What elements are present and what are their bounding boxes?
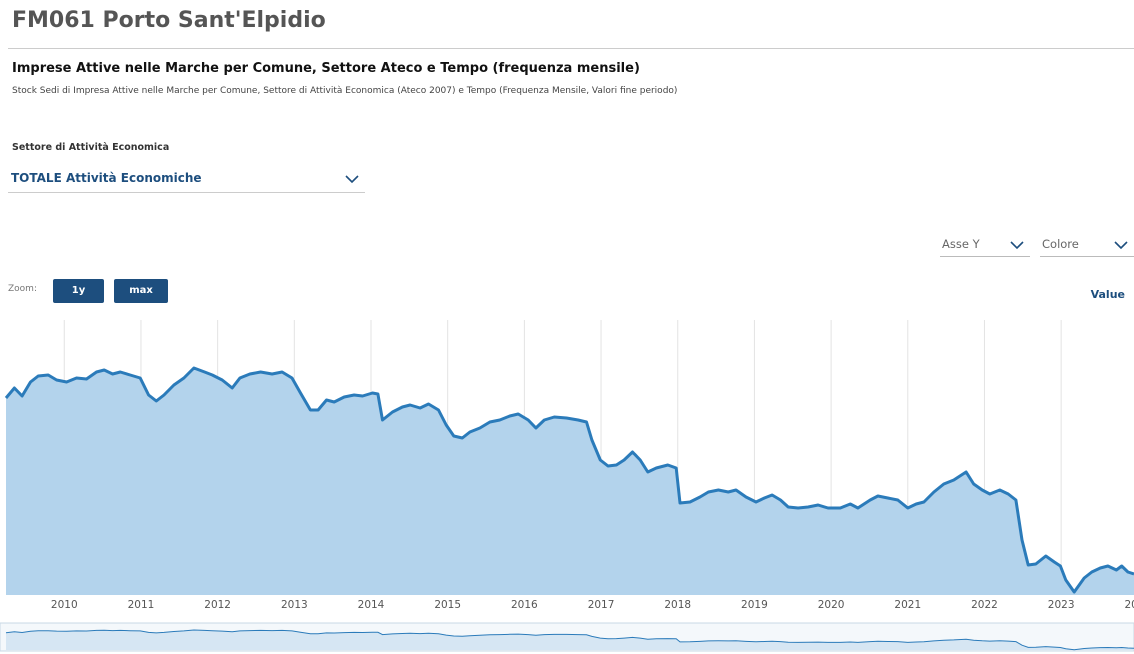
- zoom-button[interactable]: max: [114, 279, 168, 303]
- x-tick-label: 2013: [281, 599, 308, 611]
- divider: [8, 48, 1134, 49]
- x-tick-label: 2010: [51, 599, 78, 611]
- x-tick-label: 2018: [664, 599, 691, 611]
- x-tick-label: 2015: [434, 599, 461, 611]
- x-tick-label: 2021: [894, 599, 921, 611]
- chevron: [345, 175, 359, 184]
- zoom-label: Zoom:: [8, 284, 37, 294]
- x-tick-label: 2022: [971, 599, 998, 611]
- navigator-line: [5, 629, 1134, 651]
- description: Stock Sedi di Impresa Attive nelle March…: [12, 86, 678, 96]
- x-tick-label: 2012: [204, 599, 231, 611]
- page-title: FM061 Porto Sant'Elpidio: [12, 8, 326, 33]
- area: [6, 368, 1134, 595]
- x-tick-label: 2023: [1048, 599, 1075, 611]
- sector-dropdown[interactable]: TOTALE Attività Economiche: [8, 168, 365, 193]
- x-tick-label: 2020: [818, 599, 845, 611]
- field-label: Settore di Attività Economica: [12, 142, 170, 153]
- x-tick-label: 2017: [588, 599, 615, 611]
- line: [4, 366, 1134, 594]
- dropdown-value: Colore: [1042, 237, 1079, 251]
- x-tick-label: 2011: [128, 599, 155, 611]
- x-tick-label: 2024: [1124, 599, 1134, 611]
- chevron: [1010, 241, 1024, 250]
- dropdown-value: TOTALE Attività Economiche: [11, 171, 202, 185]
- navigator-area: [6, 630, 1134, 650]
- zoom-button[interactable]: 1y: [53, 279, 104, 303]
- x-tick-label: 2014: [358, 599, 385, 611]
- chart: 2010 2011 2012 2013 2014 2015 2016 2017 2018 2019…: [0, 320, 1134, 652]
- subtitle: Imprese Attive nelle Marche per Comune, …: [12, 61, 640, 76]
- dropdown-value: Asse Y: [942, 237, 980, 251]
- legend-entry[interactable]: Value: [1090, 288, 1125, 301]
- axis-dropdown[interactable]: Asse Y: [940, 234, 1030, 257]
- x-tick-label: 2016: [511, 599, 538, 611]
- chevron: [1114, 241, 1128, 250]
- color-dropdown[interactable]: Colore: [1040, 234, 1134, 257]
- x-tick-label: 2019: [741, 599, 768, 611]
